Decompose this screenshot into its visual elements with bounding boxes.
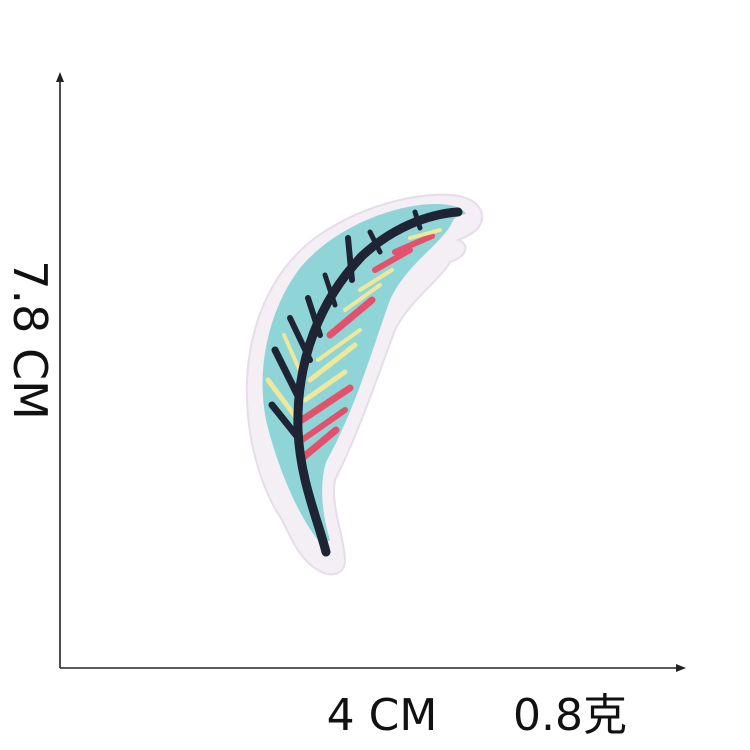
height-label: 7.8 CM: [7, 260, 53, 420]
feather-patch: [247, 195, 482, 575]
weight-label: 0.8克: [513, 694, 627, 738]
width-label: 4 CM: [327, 694, 438, 738]
horizontal-axis-arrow: [676, 664, 686, 672]
vertical-axis-arrow: [56, 72, 64, 82]
